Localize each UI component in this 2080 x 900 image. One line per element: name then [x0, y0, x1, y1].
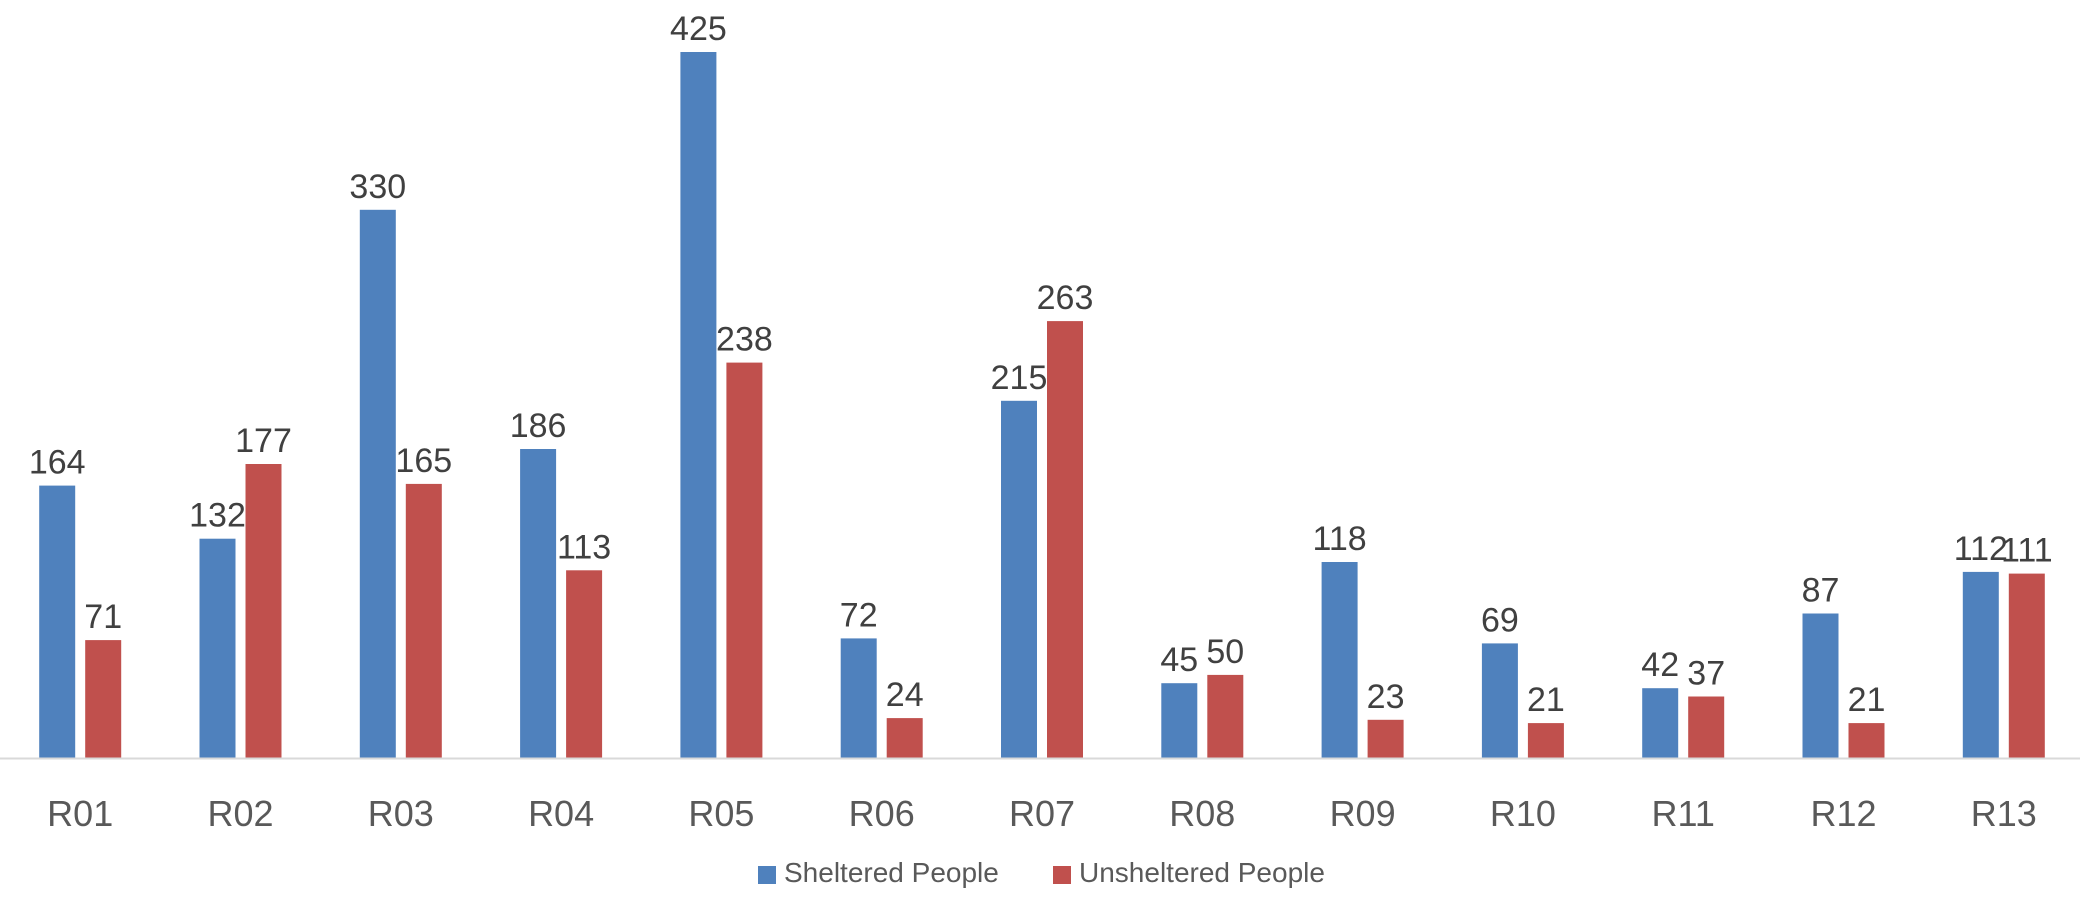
value-label-unsheltered-people-r11: 37 — [1687, 655, 1725, 693]
bar-sheltered-people-r02 — [199, 538, 236, 758]
category-labels-layer: R01 R02 R03 R04 R05 R06 R07 R08 R09 R10 R11 R12 R13 — [47, 793, 2037, 834]
value-label-unsheltered-people-r01: 71 — [84, 598, 122, 636]
value-labels-layer: 164 71 132 177 330 165 186 113 425 238 72 24 215 263 4… — [29, 10, 2053, 719]
category-label-r08: R08 — [1169, 793, 1235, 834]
bar-unsheltered-people-r07 — [1047, 321, 1083, 758]
bar-unsheltered-people-r12 — [1848, 723, 1885, 758]
category-label-r03: R03 — [368, 793, 434, 834]
value-label-unsheltered-people-r06: 24 — [886, 676, 924, 714]
value-label-sheltered-people-r08: 45 — [1160, 641, 1198, 679]
value-label-sheltered-people-r04: 186 — [510, 407, 567, 445]
value-label-unsheltered-people-r08: 50 — [1206, 633, 1244, 671]
value-label-sheltered-people-r13: 112 — [1954, 530, 2008, 568]
bar-unsheltered-people-r02 — [245, 464, 282, 758]
value-label-sheltered-people-r09: 118 — [1312, 520, 1366, 558]
category-label-r07: R07 — [1009, 793, 1075, 834]
value-label-sheltered-people-r06: 72 — [840, 596, 878, 634]
bar-sheltered-people-r04 — [520, 449, 557, 758]
bar-sheltered-people-r05 — [680, 52, 717, 758]
bar-sheltered-people-r07 — [1001, 400, 1037, 758]
category-label-r12: R12 — [1810, 793, 1876, 834]
bar-sheltered-people-r08 — [1161, 683, 1198, 758]
value-label-unsheltered-people-r02: 177 — [235, 422, 292, 460]
bar-unsheltered-people-r05 — [726, 362, 763, 758]
legend-swatch-unsheltered-people — [1053, 866, 1071, 884]
bars-layer — [39, 52, 2045, 759]
legend-swatch-sheltered-people — [758, 866, 776, 884]
bar-unsheltered-people-r13 — [2008, 573, 2045, 758]
value-label-sheltered-people-r02: 132 — [189, 497, 246, 535]
bar-unsheltered-people-r11 — [1688, 696, 1725, 758]
bar-unsheltered-people-r01 — [85, 640, 122, 758]
category-label-r10: R10 — [1490, 793, 1556, 834]
value-label-sheltered-people-r11: 42 — [1641, 646, 1679, 684]
value-label-unsheltered-people-r03: 165 — [395, 442, 452, 480]
legend-label-sheltered-people: Sheltered People — [784, 857, 999, 888]
bar-sheltered-people-r06 — [840, 638, 877, 758]
value-label-unsheltered-people-r09: 23 — [1367, 678, 1405, 716]
bar-sheltered-people-r03 — [359, 209, 396, 759]
value-label-sheltered-people-r01: 164 — [29, 444, 86, 482]
category-label-r13: R13 — [1971, 793, 2037, 834]
bar-sheltered-people-r11 — [1642, 688, 1679, 758]
value-label-sheltered-people-r12: 87 — [1802, 572, 1840, 610]
legend-label-unsheltered-people: Unsheltered People — [1079, 857, 1325, 888]
bar-unsheltered-people-r08 — [1207, 674, 1244, 758]
bar-unsheltered-people-r04 — [566, 570, 603, 758]
bar-unsheltered-people-r03 — [405, 483, 442, 758]
value-label-sheltered-people-r05: 425 — [670, 10, 727, 48]
bar-sheltered-people-r12 — [1802, 613, 1839, 758]
category-label-r02: R02 — [207, 793, 273, 834]
value-label-unsheltered-people-r12: 21 — [1848, 681, 1886, 719]
bar-sheltered-people-r10 — [1481, 643, 1518, 758]
value-label-sheltered-people-r07: 215 — [991, 359, 1048, 397]
legend: Sheltered People Unsheltered People — [758, 857, 1325, 888]
value-label-unsheltered-people-r07: 263 — [1037, 279, 1094, 317]
value-label-unsheltered-people-r05: 238 — [716, 321, 773, 359]
bar-sheltered-people-r13 — [1962, 571, 1999, 758]
bar-unsheltered-people-r10 — [1527, 723, 1564, 758]
category-label-r11: R11 — [1652, 793, 1715, 834]
value-label-unsheltered-people-r10: 21 — [1527, 681, 1565, 719]
bar-sheltered-people-r01 — [39, 485, 76, 758]
bar-unsheltered-people-r06 — [886, 718, 923, 758]
value-label-sheltered-people-r03: 330 — [349, 168, 406, 206]
category-label-r01: R01 — [47, 793, 113, 834]
bar-unsheltered-people-r09 — [1367, 719, 1404, 758]
category-label-r06: R06 — [849, 793, 915, 834]
value-label-sheltered-people-r10: 69 — [1481, 601, 1519, 639]
category-label-r05: R05 — [688, 793, 754, 834]
category-label-r09: R09 — [1330, 793, 1396, 834]
bar-sheltered-people-r09 — [1321, 562, 1358, 758]
value-label-unsheltered-people-r04: 113 — [557, 528, 611, 566]
value-label-unsheltered-people-r13: 111 — [2001, 532, 2053, 570]
category-label-r04: R04 — [528, 793, 594, 834]
